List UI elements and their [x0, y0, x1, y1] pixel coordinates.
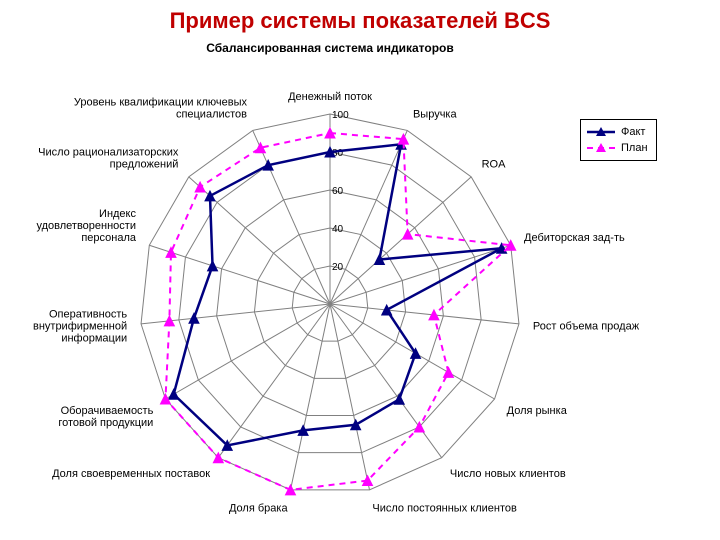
legend-label: Факт	[621, 126, 645, 138]
grid-spoke	[330, 177, 471, 304]
r-tick-label: 20	[332, 262, 344, 273]
radar-chart: Сбалансированная система индикаторов 20 40…	[0, 34, 720, 524]
axis-label: Доля своевременных поставок	[52, 468, 210, 480]
legend-swatch	[587, 126, 615, 138]
series-marker	[443, 367, 453, 377]
series-marker	[169, 389, 179, 399]
axis-label: Денежный поток	[288, 91, 372, 103]
axis-label: Индексудовлетворенностиперсонала	[36, 208, 136, 244]
axis-label: Доля рынка	[507, 405, 568, 417]
chart-subtitle: Сбалансированная система индикаторов	[206, 41, 453, 55]
r-tick-label: 60	[332, 186, 344, 197]
r-tick-label: 100	[332, 110, 349, 121]
grid-spoke	[253, 130, 330, 304]
legend-label: План	[621, 142, 648, 154]
legend-swatch	[587, 142, 615, 154]
grid-spoke	[149, 245, 330, 304]
axis-label: Уровень квалификации ключевыхспециалисто…	[74, 97, 248, 121]
radar-chart-container: Сбалансированная система индикаторов 20 40…	[0, 34, 720, 524]
axis-label: Число рационализаторскихпредложений	[38, 146, 179, 170]
series-marker	[166, 247, 176, 257]
axis-label: ROA	[482, 158, 507, 170]
page-title: Пример системы показателей BCS	[0, 8, 720, 34]
axis-label: Выручка	[413, 109, 458, 121]
axis-label: Число новых клиентов	[450, 468, 566, 480]
axis-label: Оборачиваемостьготовой продукции	[58, 405, 153, 429]
axis-label: Оперативностьвнутрифирменнойинформации	[33, 308, 127, 344]
series-marker	[394, 394, 404, 404]
r-tick-label: 40	[332, 224, 344, 235]
legend-item: План	[587, 140, 648, 156]
axis-label: Число постоянных клиентов	[372, 503, 517, 515]
legend: Факт План	[580, 119, 657, 161]
axis-label: Доля брака	[229, 503, 288, 515]
grid-spoke	[330, 245, 511, 304]
legend-item: Факт	[587, 124, 648, 140]
series-marker	[208, 261, 218, 271]
axis-label: Дебиторская зад-ть	[524, 232, 625, 244]
axis-label: Рост объема продаж	[533, 320, 640, 332]
